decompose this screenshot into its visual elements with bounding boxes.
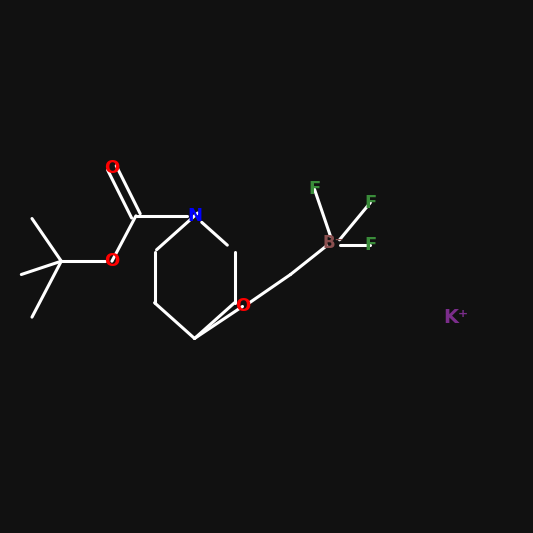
Text: F: F bbox=[365, 193, 376, 212]
Text: F: F bbox=[365, 236, 376, 254]
Text: O: O bbox=[104, 252, 119, 270]
Text: O: O bbox=[104, 159, 119, 177]
Text: K⁺: K⁺ bbox=[443, 308, 469, 327]
Text: B⁻: B⁻ bbox=[322, 233, 344, 252]
Text: F: F bbox=[309, 180, 320, 198]
Text: O: O bbox=[235, 297, 250, 316]
Text: N: N bbox=[187, 207, 202, 225]
